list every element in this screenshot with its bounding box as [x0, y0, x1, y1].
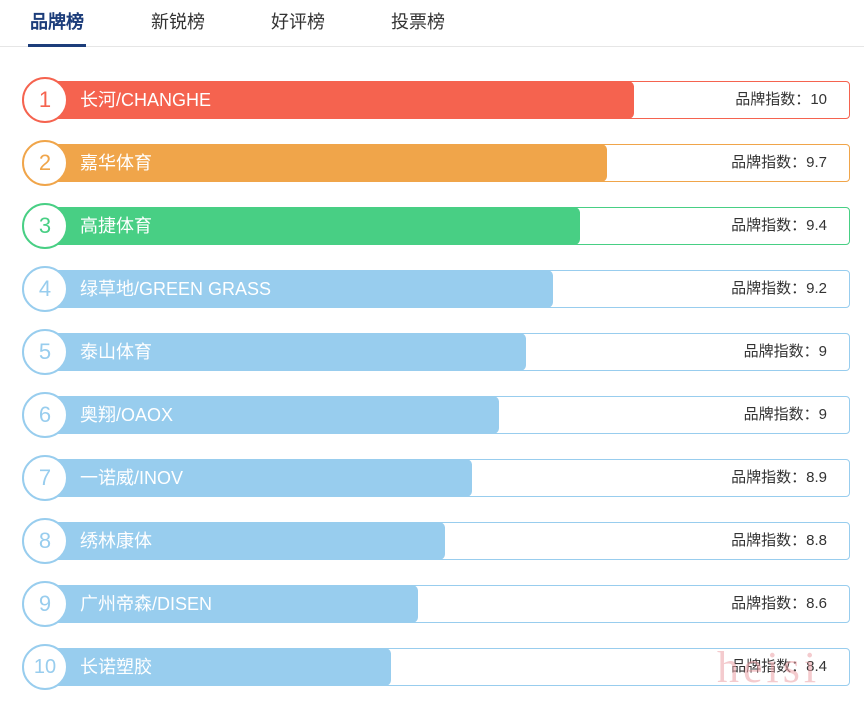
ranking-row[interactable]: 5 泰山体育 品牌指数：9 [22, 329, 850, 375]
brand-score: 品牌指数：9 [744, 392, 827, 438]
ranking-row[interactable]: 10 长诺塑胶 品牌指数：8.4 [22, 644, 850, 690]
rank-number: 10 [22, 644, 68, 690]
score-value: 9.2 [806, 280, 827, 297]
score-label: 品牌指数： [731, 595, 807, 612]
rank-number: 9 [22, 581, 68, 627]
score-label: 品牌指数： [731, 469, 807, 486]
score-value: 8.4 [806, 658, 827, 675]
score-label: 品牌指数： [731, 154, 807, 171]
score-value: 10 [810, 91, 827, 108]
ranking-row[interactable]: 3 高捷体育 品牌指数：9.4 [22, 203, 850, 249]
score-value: 8.6 [806, 595, 827, 612]
brand-name-link[interactable]: 长诺塑胶 [80, 657, 152, 677]
score-bar [42, 585, 418, 623]
ranking-row[interactable]: 4 绿草地/GREEN GRASS 品牌指数：9.2 [22, 266, 850, 312]
ranking-row[interactable]: 8 绣林康体 品牌指数：8.8 [22, 518, 850, 564]
brand-score: 品牌指数：9.2 [731, 266, 827, 312]
brand-score: 品牌指数：9 [744, 329, 827, 375]
brand-score: 品牌指数：8.8 [731, 518, 827, 564]
rank-number: 4 [22, 266, 68, 312]
score-bar [42, 207, 580, 245]
score-label: 品牌指数： [735, 91, 811, 108]
score-value: 8.8 [806, 532, 827, 549]
score-bar [42, 522, 445, 560]
brand-name-link[interactable]: 一诺威/INOV [80, 468, 184, 488]
score-value: 9.7 [806, 154, 827, 171]
score-value: 9.4 [806, 217, 827, 234]
score-bar [42, 144, 607, 182]
rank-number: 2 [22, 140, 68, 186]
brand-score: 品牌指数：8.9 [731, 455, 827, 501]
rank-number: 7 [22, 455, 68, 501]
brand-score: 品牌指数：9.7 [731, 140, 827, 186]
brand-name-link[interactable]: 绣林康体 [80, 531, 152, 551]
brand-name-link[interactable]: 长河/CHANGHE [80, 90, 212, 110]
brand-score: 品牌指数：8.6 [731, 581, 827, 627]
brand-score: 品牌指数：10 [735, 77, 827, 123]
brand-score: 品牌指数：9.4 [731, 203, 827, 249]
ranking-row[interactable]: 6 奥翔/OAOX 品牌指数：9 [22, 392, 850, 438]
brand-name-link[interactable]: 嘉华体育 [80, 153, 152, 173]
rank-number: 3 [22, 203, 68, 249]
rank-number: 1 [22, 77, 68, 123]
brand-name-link[interactable]: 奥翔/OAOX [80, 405, 174, 425]
score-label: 品牌指数： [743, 406, 819, 423]
ranking-tabs: 品牌榜 新锐榜 好评榜 投票榜 [0, 0, 864, 47]
score-value: 9 [818, 406, 827, 423]
score-value: 8.9 [806, 469, 827, 486]
brand-score: 品牌指数：8.4 [731, 644, 827, 690]
score-label: 品牌指数： [731, 217, 807, 234]
ranking-row[interactable]: 2 嘉华体育 品牌指数：9.7 [22, 140, 850, 186]
rank-number: 5 [22, 329, 68, 375]
score-value: 9 [818, 343, 827, 360]
brand-name-link[interactable]: 泰山体育 [80, 342, 152, 362]
brand-name-link[interactable]: 绿草地/GREEN GRASS [80, 279, 272, 299]
score-bar [42, 459, 472, 497]
ranking-row[interactable]: 9 广州帝森/DISEN 品牌指数：8.6 [22, 581, 850, 627]
rank-number: 8 [22, 518, 68, 564]
score-label: 品牌指数： [731, 280, 807, 297]
score-bar [42, 396, 499, 434]
score-bar [42, 81, 634, 119]
score-label: 品牌指数： [731, 658, 807, 675]
tab-vote-ranking[interactable]: 投票榜 [391, 12, 445, 32]
ranking-row[interactable]: 1 长河/CHANGHE 品牌指数：10 [22, 77, 850, 123]
score-label: 品牌指数： [731, 532, 807, 549]
tab-brand-ranking[interactable]: 品牌榜 [28, 0, 86, 47]
score-bar [42, 333, 526, 371]
score-label: 品牌指数： [743, 343, 819, 360]
tab-review-ranking[interactable]: 好评榜 [271, 12, 325, 32]
score-bar [42, 270, 553, 308]
tab-new-ranking[interactable]: 新锐榜 [151, 12, 205, 32]
brand-name-link[interactable]: 广州帝森/DISEN [80, 594, 213, 614]
brand-name-link[interactable]: 高捷体育 [80, 216, 152, 236]
rank-number: 6 [22, 392, 68, 438]
ranking-row[interactable]: 7 一诺威/INOV 品牌指数：8.9 [22, 455, 850, 501]
score-bar [42, 648, 391, 686]
